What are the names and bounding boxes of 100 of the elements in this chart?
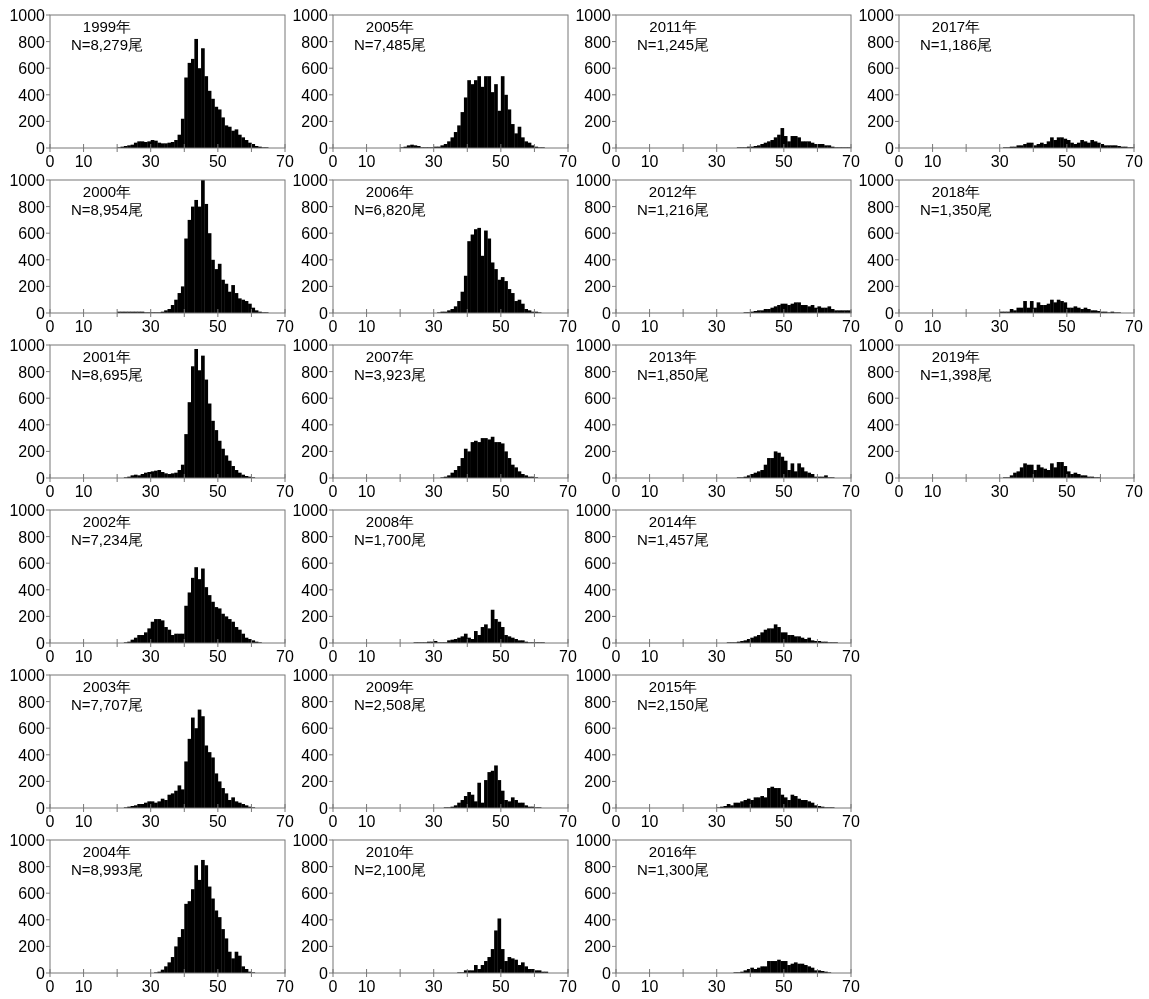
y-tick-label: 1000 bbox=[292, 7, 329, 24]
chart-title: 2003年 bbox=[82, 678, 132, 695]
chart-title: 2001年 bbox=[82, 348, 132, 365]
x-tick-label: 30 bbox=[141, 813, 160, 830]
y-tick-label: 600 bbox=[584, 390, 612, 408]
chart-title: 2009年 bbox=[365, 678, 415, 695]
y-tick-label: 400 bbox=[18, 86, 46, 104]
text: N=1,850尾 bbox=[636, 366, 710, 383]
text: N=2,508尾 bbox=[353, 696, 427, 713]
x-tick-label: 30 bbox=[424, 318, 443, 335]
y-tick-label: 200 bbox=[584, 608, 612, 626]
y-tick-label: 400 bbox=[584, 581, 612, 599]
y-tick-label: 1000 bbox=[292, 502, 329, 519]
y-tick-label: 200 bbox=[867, 113, 895, 131]
x-tick-label: 70 bbox=[842, 648, 860, 665]
y-tick-label: 200 bbox=[584, 443, 612, 461]
text: N=7,234尾 bbox=[70, 531, 144, 548]
x-tick-label: 50 bbox=[491, 318, 510, 335]
y-tick-label: 0 bbox=[602, 140, 612, 157]
chart-title: 2017年 bbox=[931, 18, 981, 35]
x-tick-label: 30 bbox=[707, 483, 726, 500]
x-tick-label: 10 bbox=[74, 318, 93, 335]
chart-title: 2000年 bbox=[82, 183, 132, 200]
x-tick-label: 10 bbox=[923, 318, 942, 335]
y-tick-label: 0 bbox=[36, 470, 46, 487]
text: N=2,100尾 bbox=[353, 861, 427, 878]
y-tick-label: 200 bbox=[867, 278, 895, 296]
x-tick-label: 70 bbox=[842, 483, 860, 500]
x-tick-label: 10 bbox=[640, 978, 659, 995]
y-tick-label: 600 bbox=[18, 555, 46, 573]
x-tick-label: 70 bbox=[559, 483, 577, 500]
y-tick-label: 400 bbox=[301, 911, 329, 929]
chart-title: 2005年 bbox=[365, 18, 415, 35]
x-tick-label: 30 bbox=[141, 318, 160, 335]
y-tick-label: 200 bbox=[584, 938, 612, 956]
chart-title: 2019年 bbox=[931, 348, 981, 365]
text: N=1,216尾 bbox=[636, 201, 710, 218]
x-tick-label: 10 bbox=[357, 483, 376, 500]
x-tick-label: 70 bbox=[276, 153, 294, 170]
x-tick-label: 30 bbox=[141, 153, 160, 170]
x-tick-label: 30 bbox=[424, 483, 443, 500]
x-tick-label: 50 bbox=[774, 318, 793, 335]
chart-title: 2007年 bbox=[365, 348, 415, 365]
y-tick-label: 0 bbox=[36, 965, 46, 982]
text: N=1,186尾 bbox=[919, 36, 993, 53]
y-tick-label: 800 bbox=[18, 693, 46, 711]
x-tick-label: 50 bbox=[208, 813, 227, 830]
y-tick-label: 1000 bbox=[9, 502, 46, 519]
x-tick-label: 70 bbox=[276, 318, 294, 335]
text: N=8,279尾 bbox=[70, 36, 144, 53]
y-tick-label: 600 bbox=[584, 225, 612, 243]
x-tick-label: 10 bbox=[357, 318, 376, 335]
y-tick-label: 200 bbox=[301, 278, 329, 296]
y-tick-label: 1000 bbox=[858, 172, 895, 189]
y-tick-label: 800 bbox=[301, 693, 329, 711]
y-tick-label: 800 bbox=[18, 198, 46, 216]
y-tick-label: 600 bbox=[584, 885, 612, 903]
y-tick-label: 200 bbox=[18, 113, 46, 131]
y-tick-label: 600 bbox=[18, 390, 46, 408]
y-tick-label: 800 bbox=[301, 363, 329, 381]
x-tick-label: 50 bbox=[491, 813, 510, 830]
y-tick-label: 0 bbox=[885, 470, 895, 487]
y-tick-label: 200 bbox=[18, 278, 46, 296]
chart-title: 2006年 bbox=[365, 183, 415, 200]
y-tick-label: 0 bbox=[602, 635, 612, 652]
x-tick-label: 10 bbox=[640, 483, 659, 500]
x-tick-label: 50 bbox=[208, 483, 227, 500]
x-tick-label: 10 bbox=[640, 648, 659, 665]
y-tick-label: 600 bbox=[584, 720, 612, 738]
chart-title: 2015年 bbox=[648, 678, 698, 695]
x-tick-label: 50 bbox=[208, 153, 227, 170]
chart-title: 2011年 bbox=[649, 18, 697, 35]
chart-title: 2004年 bbox=[82, 843, 132, 860]
y-tick-label: 1000 bbox=[575, 7, 612, 24]
y-tick-label: 200 bbox=[301, 608, 329, 626]
text: N=8,993尾 bbox=[70, 861, 144, 878]
x-tick-label: 50 bbox=[491, 978, 510, 995]
y-tick-label: 1000 bbox=[9, 172, 46, 189]
y-tick-label: 1000 bbox=[292, 337, 329, 354]
x-tick-label: 70 bbox=[1125, 318, 1143, 335]
x-tick-label: 70 bbox=[1125, 153, 1143, 170]
y-tick-label: 0 bbox=[36, 140, 46, 157]
x-tick-label: 30 bbox=[141, 648, 160, 665]
x-tick-label: 70 bbox=[1125, 483, 1143, 500]
y-tick-label: 1000 bbox=[9, 337, 46, 354]
y-tick-label: 800 bbox=[867, 198, 895, 216]
y-tick-label: 800 bbox=[18, 528, 46, 546]
y-tick-label: 600 bbox=[18, 720, 46, 738]
x-tick-label: 30 bbox=[707, 318, 726, 335]
x-tick-label: 50 bbox=[774, 483, 793, 500]
text: N=7,707尾 bbox=[70, 696, 144, 713]
y-tick-label: 200 bbox=[301, 113, 329, 131]
y-tick-label: 200 bbox=[301, 443, 329, 461]
x-tick-label: 10 bbox=[74, 153, 93, 170]
x-tick-label: 10 bbox=[923, 153, 942, 170]
y-tick-label: 1000 bbox=[292, 172, 329, 189]
x-tick-label: 10 bbox=[640, 153, 659, 170]
y-tick-label: 200 bbox=[18, 773, 46, 791]
y-tick-label: 600 bbox=[301, 225, 329, 243]
y-tick-label: 0 bbox=[602, 470, 612, 487]
